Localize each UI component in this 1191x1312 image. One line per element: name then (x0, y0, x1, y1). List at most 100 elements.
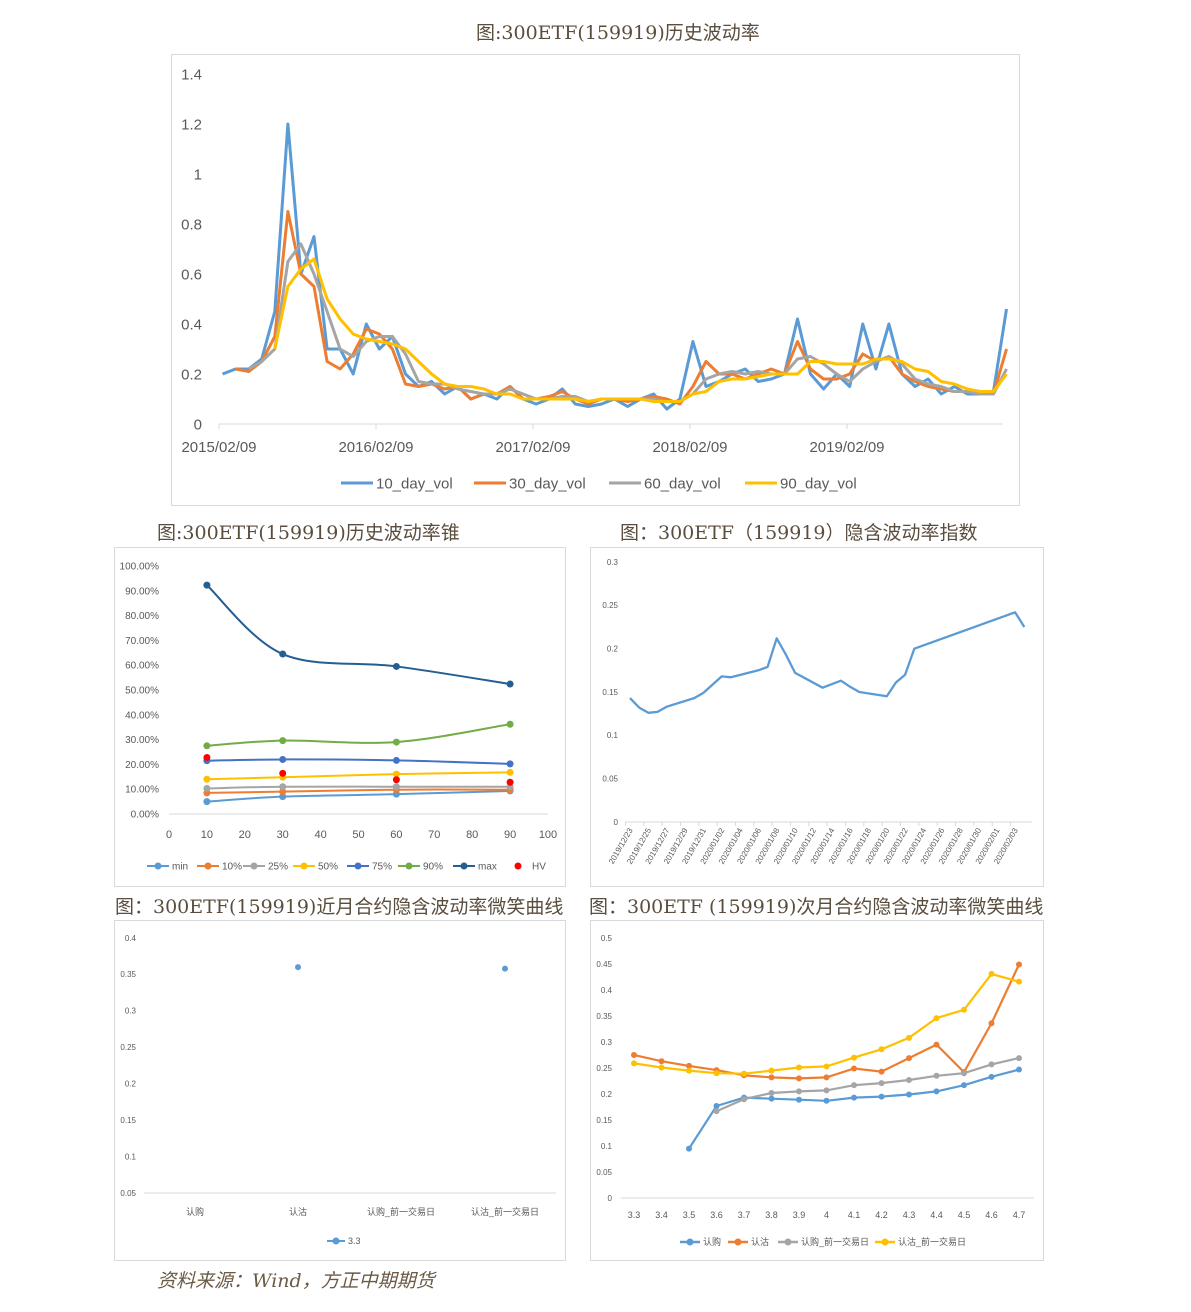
legend-item-90_day_vol: 90_day_vol (745, 475, 857, 492)
data-point-认购 (768, 1095, 775, 1102)
y-tick-label: 0.45 (596, 960, 612, 969)
series-line-90% (206, 723, 511, 747)
x-tick-label: 30 (277, 829, 289, 841)
data-point-认沽_前一交易日 (823, 1063, 830, 1070)
legend-item-25%: 25% (243, 862, 288, 873)
x-tick-label: 2018/02/09 (652, 439, 727, 456)
legend-marker (332, 1237, 340, 1245)
hv-chart: 2015/02/09 2016/02/09 2017/02/09 2018/02/09… (181, 66, 1008, 492)
legend-item-认沽: 认沽 (728, 1236, 769, 1247)
data-point-认沽 (933, 1041, 940, 1048)
data-point-认购 (933, 1088, 940, 1095)
data-point-认沽_前一交易日 (851, 1054, 857, 1061)
y-tick-label: 0 (608, 1194, 613, 1203)
data-point-3.3 (295, 964, 301, 971)
x-category-label: 4.3 (903, 1210, 916, 1220)
legend-label: 60_day_vol (644, 475, 721, 492)
series-line-30_day_vol (235, 210, 1008, 406)
x-tick-label: 0 (166, 829, 172, 841)
y-tick-label: 0.5 (601, 934, 613, 943)
legend-label: 认沽_前一交易日 (898, 1236, 966, 1247)
y-tick-label: 0.2 (125, 1080, 137, 1089)
legend-label: 75% (372, 862, 392, 873)
legend-label: 认购_前一交易日 (801, 1236, 869, 1247)
y-tick-label: 0.05 (602, 774, 618, 783)
x-tick-label: 80 (466, 829, 478, 841)
data-point-90% (392, 738, 400, 746)
data-point-75% (392, 756, 400, 764)
legend-item-3.3: 3.3 (327, 1236, 361, 1246)
legend-marker (354, 862, 362, 870)
y-tick-label: 0.25 (602, 601, 618, 610)
series-line-25% (206, 785, 511, 790)
data-point-认购_前一交易日 (878, 1080, 885, 1087)
cone-chart: 0 10 20 30 40 50 60 70 80 90 100 0.00% 10.00% 20.00% 3… (120, 562, 558, 873)
y-tick-label: 0.00% (131, 810, 159, 821)
y-tick-label: 0.8 (181, 216, 202, 233)
data-point-max (203, 581, 211, 589)
series-line-10% (206, 788, 511, 794)
x-tick-label: 90 (504, 829, 516, 841)
y-tick-label: 1.2 (181, 116, 202, 133)
legend-marker (154, 862, 162, 870)
legend-label: 认购 (703, 1236, 721, 1247)
data-point-认沽 (878, 1068, 885, 1075)
data-point-认沽 (823, 1074, 830, 1081)
data-point-认购 (796, 1096, 802, 1103)
x-category-label: 4 (824, 1210, 829, 1220)
data-point-min (203, 798, 211, 806)
cone-chart-title: 图:300ETF(159919)历史波动率锥 (157, 522, 460, 544)
data-point-认沽_前一交易日 (713, 1070, 720, 1077)
y-tick-label: 0.4 (181, 316, 202, 333)
legend-item-认购_前一交易日: 认购_前一交易日 (778, 1236, 869, 1247)
data-point-认购 (823, 1097, 830, 1104)
legend-marker (405, 862, 413, 870)
series-line-60_day_vol (247, 242, 1008, 403)
data-point-认购_前一交易日 (933, 1072, 940, 1079)
y-tick-label: 0.3 (601, 1038, 613, 1047)
data-point-认沽_前一交易日 (961, 1006, 967, 1013)
data-point-认沽_前一交易日 (658, 1064, 665, 1071)
y-tick-label: 60.00% (125, 661, 159, 672)
data-point-认购_前一交易日 (988, 1061, 995, 1068)
hv-chart-panel: 2015/02/09 2016/02/09 2017/02/09 2018/02/09… (171, 54, 1020, 506)
y-tick-label: 0.1 (607, 731, 619, 740)
data-point-90% (279, 737, 287, 745)
y-tick-label: 0 (614, 818, 619, 827)
x-tick-label: 40 (314, 829, 326, 841)
y-tick-label: 20.00% (125, 760, 159, 771)
series-line-iv-index (629, 611, 1026, 714)
x-category-label: 3.6 (710, 1210, 723, 1220)
y-tick-label: 100.00% (120, 562, 160, 573)
x-category-label: 4.7 (1013, 1210, 1026, 1220)
x-tick-label: 2016/02/09 (338, 439, 413, 456)
data-point-认沽_前一交易日 (741, 1070, 747, 1077)
legend-item-50%: 50% (293, 862, 338, 873)
legend-item-max: max (453, 862, 497, 873)
data-point-认购 (713, 1102, 720, 1109)
data-point-HV (506, 778, 514, 786)
y-tick-label: 0.1 (125, 1152, 137, 1161)
y-tick-label: 0.3 (607, 558, 619, 567)
legend-item-认购: 认购 (680, 1236, 721, 1247)
near-smile-title: 图：300ETF(159919)近月合约隐含波动率微笑曲线 (115, 896, 564, 918)
cone-chart-panel: 0 10 20 30 40 50 60 70 80 90 100 0.00% 10.00% 20.00% 3… (114, 547, 566, 887)
data-point-认沽_前一交易日 (988, 970, 995, 977)
data-point-认沽_前一交易日 (906, 1034, 912, 1041)
legend-label: 30_day_vol (509, 475, 586, 492)
ivx-chart: 00.050.10.150.20.250.32019/12/232019/12/… (602, 558, 1032, 866)
y-tick-label: 0.3 (125, 1007, 137, 1016)
x-tick-label: 60 (390, 829, 402, 841)
data-point-认购 (961, 1082, 967, 1089)
x-category-label: 3.9 (793, 1210, 806, 1220)
x-category-label: 3.8 (765, 1210, 778, 1220)
data-point-认沽_前一交易日 (631, 1060, 637, 1067)
legend-label: 90% (423, 862, 443, 873)
legend-label: HV (532, 862, 546, 873)
data-point-认购_前一交易日 (961, 1070, 967, 1077)
y-tick-label: 0.05 (120, 1189, 136, 1198)
x-category-label: 4.4 (930, 1210, 943, 1220)
legend-label: 3.3 (348, 1236, 361, 1246)
data-point-认沽 (768, 1074, 775, 1081)
